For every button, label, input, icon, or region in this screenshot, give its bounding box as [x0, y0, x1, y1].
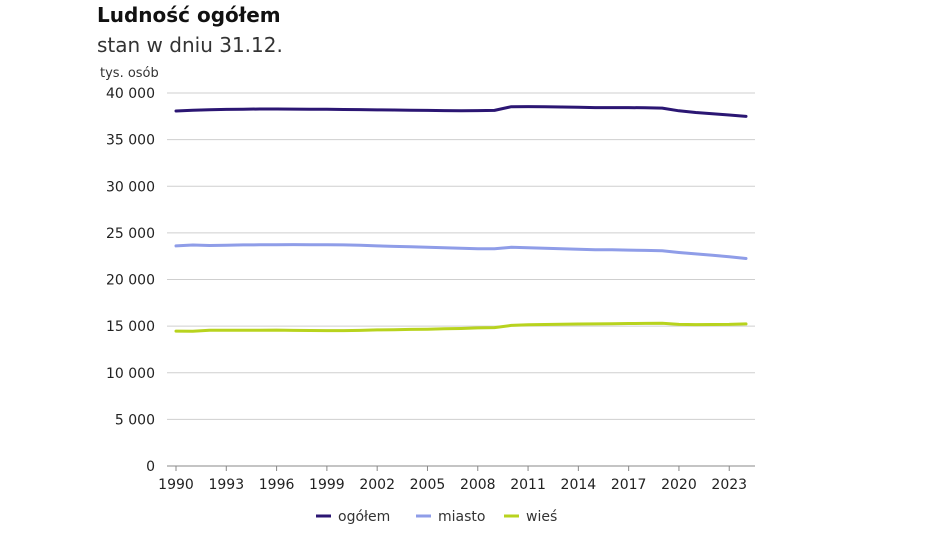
- x-axis-ticks: 1990 1993 1996 1999 2002 2005 2008 2011 2014 2017…: [158, 466, 747, 493]
- x-tick-label: 2011: [510, 477, 546, 493]
- x-tick-label: 1999: [309, 477, 345, 493]
- y-axis-unit-label: tys. osób: [100, 66, 159, 81]
- y-tick-label: 0: [146, 459, 155, 475]
- x-tick-label: 2008: [460, 477, 496, 493]
- y-axis-ticks: 0 5 000 10 000 15 000 20 000 25 000 30 000 35 0…: [106, 86, 155, 475]
- x-tick-label: 1996: [259, 477, 295, 493]
- legend-label: miasto: [438, 509, 485, 525]
- chart-subtitle: stan w dniu 31.12.: [97, 33, 283, 57]
- x-tick-label: 2020: [661, 477, 697, 493]
- grid-lines: [167, 92, 755, 467]
- x-tick-label: 1990: [158, 477, 194, 493]
- legend-label: ogółem: [338, 509, 390, 525]
- legend: ogółem miasto wieś: [316, 509, 557, 525]
- x-tick-label: 2017: [611, 477, 647, 493]
- y-tick-label: 20 000: [106, 273, 155, 289]
- legend-label: wieś: [526, 509, 557, 525]
- chart-title: Ludność ogółem: [97, 3, 281, 27]
- x-tick-label: 2023: [711, 477, 747, 493]
- x-tick-label: 2005: [410, 477, 446, 493]
- y-tick-label: 15 000: [106, 319, 155, 335]
- series-line-wieś: [174, 321, 748, 333]
- series-line-ogółem: [174, 105, 748, 118]
- y-tick-label: 30 000: [106, 179, 155, 195]
- x-tick-label: 2002: [359, 477, 395, 493]
- y-tick-label: 5 000: [115, 412, 155, 428]
- y-tick-label: 40 000: [106, 86, 155, 102]
- x-tick-label: 2014: [561, 477, 597, 493]
- series-line-miasto: [174, 243, 748, 260]
- series-lines: [174, 105, 748, 333]
- y-tick-label: 25 000: [106, 226, 155, 242]
- y-tick-label: 10 000: [106, 366, 155, 382]
- y-tick-label: 35 000: [106, 133, 155, 149]
- x-tick-label: 1993: [208, 477, 244, 493]
